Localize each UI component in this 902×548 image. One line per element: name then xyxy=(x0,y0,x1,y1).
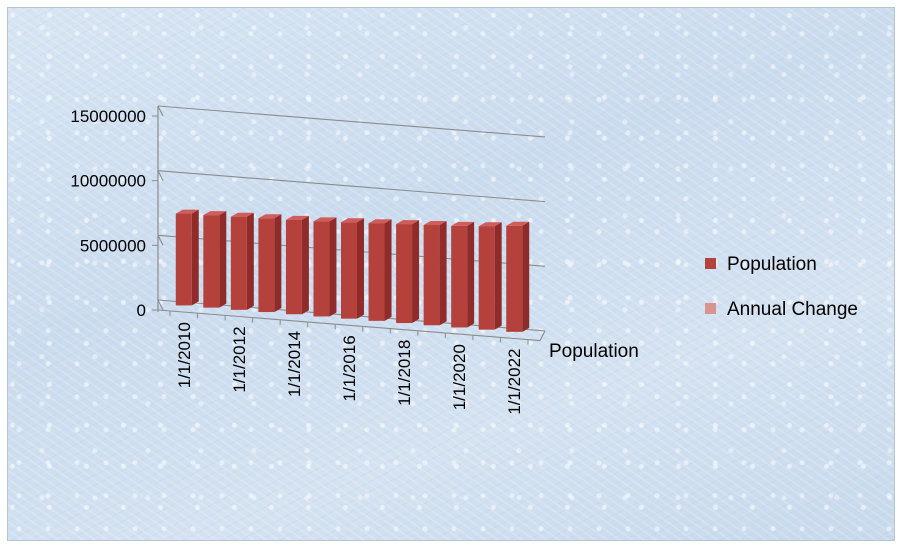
x-tick-label: 1/1/2020 xyxy=(450,344,469,410)
bar-front xyxy=(313,221,330,317)
bar-population xyxy=(313,217,337,317)
bar-front xyxy=(175,213,192,306)
bar-population xyxy=(478,222,502,330)
bar-front xyxy=(506,225,523,332)
floor-side-edge xyxy=(539,330,546,341)
bar-side xyxy=(494,222,502,330)
chart-walls xyxy=(157,106,546,342)
legend-label: Population xyxy=(727,254,817,275)
series-population xyxy=(175,209,530,332)
x-tick-label: 1/1/2018 xyxy=(395,340,414,406)
bar-top xyxy=(341,218,364,223)
bar-population xyxy=(396,220,420,324)
bar-side xyxy=(274,214,282,313)
x-tick-label: 1/1/2016 xyxy=(340,335,359,401)
legend-item: Population xyxy=(705,254,817,275)
depth-axis-label: Population xyxy=(549,341,639,362)
bar-top xyxy=(285,215,309,220)
bar-top xyxy=(423,221,447,226)
bar-front xyxy=(451,225,468,328)
bar-front xyxy=(396,224,413,324)
bar-top xyxy=(258,214,282,219)
bar-side xyxy=(191,209,199,306)
bar-population xyxy=(230,212,254,310)
bar-top xyxy=(175,209,199,214)
y-tick-label: 15000000 xyxy=(70,107,146,126)
bar-population xyxy=(451,221,475,328)
bar-population xyxy=(258,214,282,313)
x-tick-label: 1/1/2022 xyxy=(505,348,524,414)
bar-side xyxy=(412,220,420,324)
legend-swatch xyxy=(705,303,716,314)
legend-label: Annual Change xyxy=(727,299,858,320)
bar-front xyxy=(478,226,495,330)
gridline-connector xyxy=(157,235,164,246)
y-tick-label: 0 xyxy=(137,301,146,320)
gridline-connector xyxy=(157,170,164,181)
x-tick-label: 1/1/2012 xyxy=(230,326,249,392)
bar-population xyxy=(423,221,447,326)
bar-front xyxy=(203,215,220,308)
x-tick-label: 1/1/2014 xyxy=(285,331,304,397)
chart-area: 0 5000000 10000000 15000000 1/1/2010 1/1/201… xyxy=(7,7,895,541)
bar-front xyxy=(341,222,357,319)
bar-top xyxy=(478,222,502,227)
floor-front-edge xyxy=(157,309,541,342)
bar-top xyxy=(230,212,254,217)
bar-side xyxy=(356,218,364,319)
bar-top xyxy=(203,211,227,216)
bar-front xyxy=(423,225,440,326)
bar-side xyxy=(467,221,475,328)
bar-top xyxy=(368,219,392,224)
bar-front xyxy=(368,223,385,321)
bar-top xyxy=(506,221,530,226)
bar-side xyxy=(384,219,392,321)
bar-population xyxy=(341,218,364,319)
gridline-connector xyxy=(157,105,164,117)
x-axis: 1/1/2010 1/1/2012 1/1/2014 1/1/2016 1/1/2018… xyxy=(169,310,529,415)
bar-top xyxy=(396,220,420,225)
y-axis: 0 5000000 10000000 15000000 xyxy=(70,107,158,320)
bar-population xyxy=(203,211,227,308)
legend: Population Annual Change xyxy=(705,254,858,320)
bar-side xyxy=(219,211,227,308)
bar-side xyxy=(329,217,337,317)
gridline xyxy=(157,105,546,138)
bar-front xyxy=(258,218,275,313)
y-tick-label: 10000000 xyxy=(70,172,146,191)
bar-population xyxy=(506,221,530,332)
legend-swatch xyxy=(705,258,716,269)
bar-side xyxy=(246,212,254,310)
bar-population xyxy=(285,215,309,315)
bar-top xyxy=(451,221,475,226)
bar-side xyxy=(439,221,447,326)
x-tick-label: 1/1/2010 xyxy=(175,322,194,388)
bar-top xyxy=(313,217,337,222)
bar-side xyxy=(301,215,309,315)
legend-item: Annual Change xyxy=(705,299,858,320)
gridline-connector xyxy=(157,299,164,311)
bar-front xyxy=(285,219,302,315)
y-tick-label: 5000000 xyxy=(80,236,146,255)
gridline xyxy=(157,170,546,203)
bar-side xyxy=(522,221,530,332)
bar-front xyxy=(230,216,247,310)
bar-population xyxy=(368,219,392,321)
bar-population xyxy=(175,209,199,306)
